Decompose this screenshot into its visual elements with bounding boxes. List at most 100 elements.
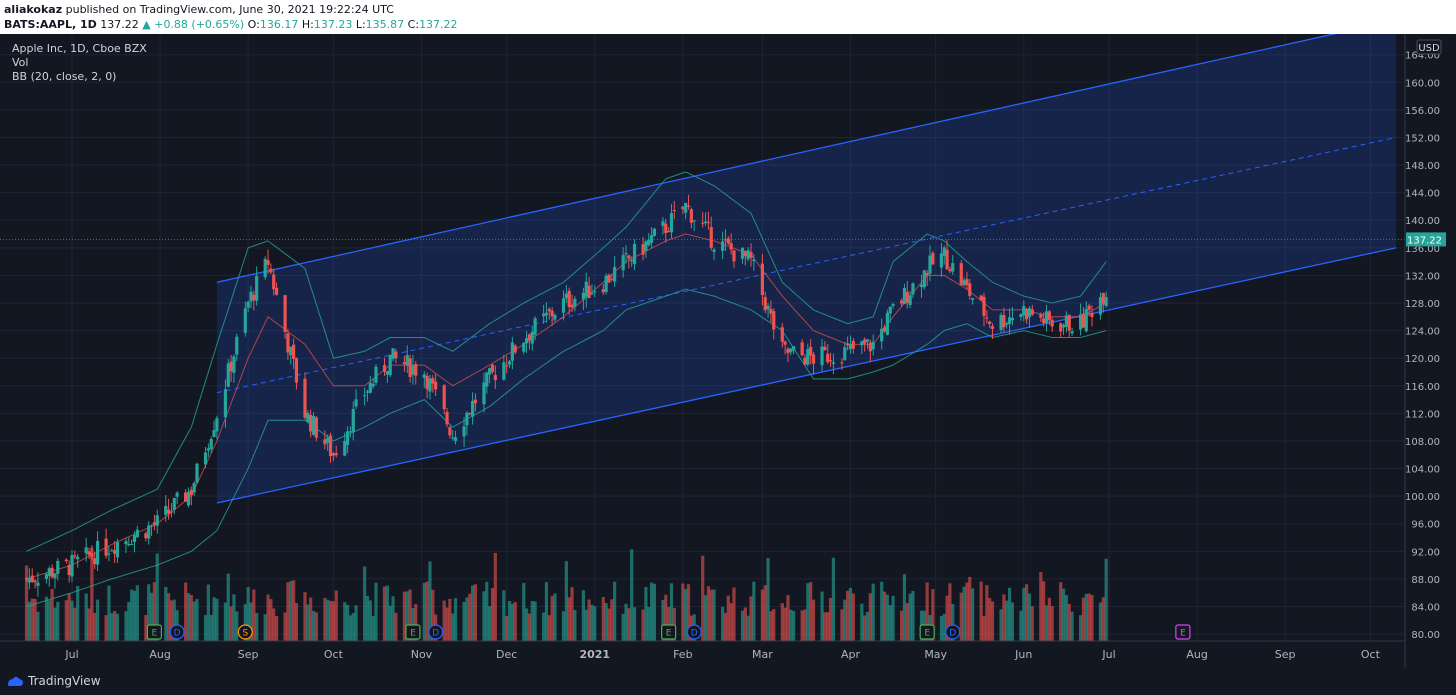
volume-bar: [164, 586, 168, 641]
volume-bar: [1042, 581, 1046, 641]
time-axis[interactable]: Jul Aug Sep Oct Nov Dec 2021 Feb Mar Apr May Jun Jul…: [64, 648, 1380, 661]
candle-body: [95, 540, 100, 565]
volume-bar: [746, 615, 750, 641]
candle-body: [885, 312, 889, 335]
candle-body: [414, 364, 418, 376]
volume-bar: [1005, 600, 1009, 641]
volume-bar: [263, 614, 267, 641]
candle-body: [1042, 318, 1046, 324]
candle-body: [570, 304, 574, 308]
volume-bar: [1007, 587, 1012, 641]
volume-bar: [661, 599, 665, 641]
candle-body: [149, 525, 154, 527]
volume-bar: [925, 582, 929, 641]
event-marker-e[interactable]: E: [919, 624, 935, 640]
candle-body: [374, 366, 378, 383]
price-tick-label: 120.00: [1405, 354, 1440, 365]
volume-bar: [982, 615, 986, 641]
candle-body: [604, 275, 608, 292]
author-name[interactable]: aliakokaz: [4, 3, 63, 16]
volume-bar: [206, 584, 210, 641]
event-marker-e[interactable]: E: [661, 624, 677, 640]
volume-bar: [132, 590, 137, 641]
currency-badge[interactable]: USD: [1416, 39, 1442, 55]
event-label: D: [174, 629, 181, 639]
event-marker-d[interactable]: D: [945, 624, 961, 640]
candle-body: [968, 283, 972, 296]
candle-body: [164, 505, 168, 515]
time-tick-label: Jul: [1101, 648, 1115, 661]
price-chart[interactable]: E D S E D E D E D E 164.00 160.00 156.00 152.00 148.0…: [0, 34, 1456, 668]
candle-body: [567, 290, 571, 308]
legend-bb[interactable]: BB (20, close, 2, 0): [12, 70, 117, 83]
symbol-label: BATS:AAPL, 1D: [4, 18, 97, 31]
volume-bar: [130, 589, 134, 641]
volume-bar: [882, 591, 887, 641]
candle-body: [823, 346, 827, 351]
price-tick-label: 144.00: [1405, 189, 1440, 200]
price-axis[interactable]: 164.00 160.00 156.00 152.00 148.00 144.00 140.…: [1405, 51, 1446, 641]
time-tick-label: May: [924, 648, 947, 661]
earnings-icon: [661, 624, 677, 640]
price-tick-label: 108.00: [1405, 437, 1440, 448]
candle-body: [652, 228, 657, 236]
candle-body: [809, 346, 813, 356]
candle-body: [507, 361, 512, 365]
candle-body: [1050, 319, 1054, 327]
high-value: 137.23: [313, 18, 353, 31]
candle-body: [189, 489, 193, 496]
legend-title[interactable]: Apple Inc, 1D, Cboe BZX: [12, 42, 147, 55]
candle-body: [249, 291, 253, 302]
volume-bar: [152, 582, 156, 641]
volume-bar: [902, 574, 907, 641]
regression-channel[interactable]: [216, 34, 1397, 504]
candle-body: [800, 342, 804, 356]
volume-bar: [865, 611, 870, 641]
volume-bar: [630, 549, 634, 641]
volume-bar: [505, 615, 509, 641]
candle-body: [1104, 297, 1108, 307]
volume-bar: [601, 596, 605, 641]
event-marker-d[interactable]: D: [169, 624, 185, 640]
candle-body: [70, 555, 74, 577]
time-tick-label: Apr: [841, 648, 861, 661]
legend-volume[interactable]: Vol: [12, 56, 29, 69]
candle-body: [999, 314, 1003, 330]
tradingview-brand[interactable]: TradingView: [6, 674, 101, 688]
volume-bar: [195, 599, 199, 641]
volume-bar: [581, 590, 585, 641]
candle-body: [405, 355, 409, 366]
candle-body: [587, 285, 591, 298]
candle-body: [348, 431, 353, 433]
event-marker-d[interactable]: D: [428, 624, 444, 640]
dividend-icon: [169, 624, 185, 640]
candle-body: [641, 244, 645, 255]
event-marker-s[interactable]: S: [237, 624, 253, 640]
candle-body: [601, 289, 605, 293]
volume-bar: [729, 603, 733, 641]
volume-bar: [550, 596, 554, 641]
candle-body: [826, 353, 830, 363]
candle-body: [581, 292, 585, 300]
volume-bar: [209, 614, 213, 641]
volume-bar: [155, 553, 159, 641]
volume-bar: [542, 612, 546, 641]
volume-bar: [848, 588, 853, 641]
event-marker-e[interactable]: E: [1175, 624, 1191, 640]
event-marker-d[interactable]: D: [686, 624, 702, 640]
volume-bar: [530, 600, 534, 641]
candle-body: [689, 209, 693, 223]
event-marker-e[interactable]: E: [405, 624, 421, 640]
volume-bar: [1019, 610, 1023, 641]
volume-bar: [229, 606, 233, 641]
volume-bar: [482, 591, 486, 641]
event-marker-e[interactable]: E: [146, 624, 162, 640]
volume-bar: [348, 615, 353, 641]
price-tick-label: 132.00: [1405, 271, 1440, 282]
volume-bar: [235, 611, 239, 641]
candle-body: [584, 281, 588, 297]
price-tick-label: 156.00: [1405, 106, 1440, 117]
volume-bar: [851, 593, 855, 641]
candle-body: [266, 260, 270, 265]
